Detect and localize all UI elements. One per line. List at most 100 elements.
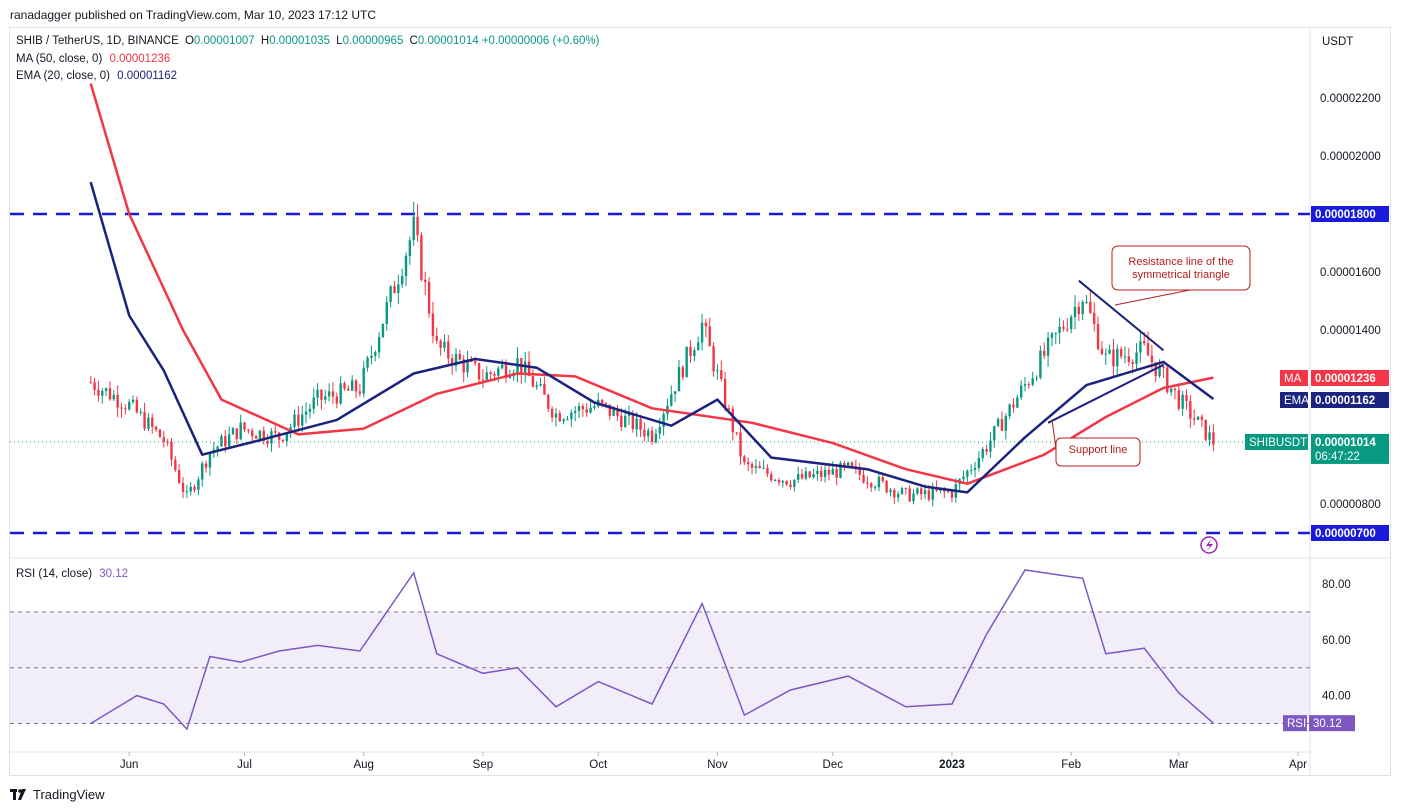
candle-body bbox=[431, 313, 435, 336]
candle-body bbox=[1096, 323, 1100, 350]
candle-body bbox=[1196, 416, 1200, 420]
candle-body bbox=[350, 380, 354, 391]
candle-body bbox=[531, 376, 535, 387]
ma-legend[interactable]: MA (50, close, 0) 0.00001236 bbox=[16, 53, 170, 65]
candle-body bbox=[101, 391, 104, 396]
candle-body bbox=[185, 491, 189, 493]
candle-body bbox=[1077, 306, 1081, 315]
candle-body bbox=[770, 474, 773, 481]
rsi-legend[interactable]: RSI (14, close) 30.12 bbox=[16, 568, 128, 580]
ema-legend-value: 0.00001162 bbox=[117, 70, 178, 82]
candle-body bbox=[427, 281, 431, 314]
candle-body bbox=[658, 426, 661, 434]
publisher-line: ranadagger published on TradingView.com,… bbox=[10, 8, 377, 22]
rsi-tick-label: 40.00 bbox=[1322, 691, 1351, 703]
candle-body bbox=[962, 476, 965, 480]
candle-body bbox=[1008, 404, 1011, 417]
candle-body bbox=[485, 372, 488, 380]
candle-body bbox=[450, 358, 454, 366]
candle-body bbox=[754, 465, 758, 468]
candle-body bbox=[104, 388, 108, 392]
candle-body bbox=[400, 276, 404, 285]
candle-body bbox=[616, 409, 619, 416]
candle-body bbox=[831, 469, 834, 475]
candle-body bbox=[416, 216, 419, 236]
level-price-label: 0.00001800 bbox=[1315, 209, 1376, 221]
x-tick-label: Oct bbox=[589, 759, 608, 771]
candle-body bbox=[1027, 384, 1031, 386]
rsi-legend-label: RSI (14, close) bbox=[16, 568, 93, 580]
candle-body bbox=[685, 346, 688, 378]
annotation-pointer bbox=[1114, 289, 1191, 306]
candle-body bbox=[247, 429, 250, 431]
candle-body bbox=[750, 464, 754, 468]
candle-body bbox=[1073, 306, 1077, 317]
candle-body bbox=[593, 406, 596, 408]
candle-body bbox=[835, 469, 838, 478]
ema-price-value-badge bbox=[1311, 392, 1389, 408]
candle-body bbox=[600, 399, 604, 403]
candle-body bbox=[946, 491, 950, 493]
candle-body bbox=[697, 342, 700, 351]
x-tick-label: Apr bbox=[1289, 759, 1307, 771]
candle-body bbox=[1023, 384, 1027, 386]
candle-body bbox=[158, 429, 162, 438]
candle-body bbox=[1200, 416, 1204, 420]
candle-body bbox=[1185, 394, 1188, 401]
candle-body bbox=[1208, 432, 1211, 440]
candle-body bbox=[224, 436, 227, 447]
candle-body bbox=[362, 367, 365, 394]
candle-body bbox=[1143, 341, 1146, 344]
candle-body bbox=[623, 416, 627, 428]
candle-body bbox=[508, 376, 512, 378]
candle-body bbox=[251, 430, 254, 437]
candle-body bbox=[404, 255, 408, 277]
candle-body bbox=[1066, 328, 1069, 330]
candle-body bbox=[554, 413, 558, 418]
candle-body bbox=[1166, 367, 1169, 393]
x-tick-label: Mar bbox=[1169, 759, 1189, 771]
ema-legend[interactable]: EMA (20, close, 0) 0.00001162 bbox=[16, 70, 177, 82]
candle-body bbox=[143, 411, 146, 429]
candle-body bbox=[297, 414, 300, 426]
candle-body bbox=[112, 394, 116, 400]
candle-body bbox=[462, 359, 465, 373]
y-tick-label: 0.00000800 bbox=[1320, 499, 1381, 511]
candle-body bbox=[547, 394, 550, 409]
change-value: +0.00000006 (+0.60%) bbox=[481, 35, 600, 47]
candle-body bbox=[177, 469, 181, 483]
candle-body bbox=[923, 490, 927, 495]
bar-countdown: 06:47:22 bbox=[1315, 451, 1360, 463]
candle-body bbox=[808, 471, 811, 478]
ma-price-label: MA bbox=[1284, 373, 1302, 385]
candle-body bbox=[254, 436, 258, 439]
candle-body bbox=[454, 353, 458, 366]
symbol-label[interactable]: SHIB / TetherUS, 1D, BINANCE bbox=[16, 35, 179, 47]
candle-body bbox=[620, 415, 623, 428]
candle-body bbox=[1104, 353, 1107, 355]
candle-body bbox=[497, 368, 500, 376]
candle-body bbox=[1004, 416, 1007, 431]
candle-body bbox=[435, 335, 438, 341]
candle-body bbox=[766, 467, 769, 475]
candle-body bbox=[1119, 349, 1123, 357]
candle-body bbox=[147, 417, 150, 429]
candle-body bbox=[266, 440, 269, 444]
candle-body bbox=[823, 469, 827, 477]
candle-body bbox=[647, 430, 650, 437]
candle-body bbox=[862, 474, 865, 483]
candle-body bbox=[873, 487, 877, 489]
candle-body bbox=[208, 452, 212, 468]
candle-body bbox=[793, 479, 796, 488]
candle-body bbox=[301, 414, 304, 426]
candle-body bbox=[504, 364, 508, 378]
candle-body bbox=[581, 405, 585, 410]
candle-body bbox=[931, 487, 934, 500]
candle-body bbox=[239, 422, 242, 440]
candle-body bbox=[904, 488, 908, 490]
y-tick-label: 0.00002000 bbox=[1320, 151, 1381, 163]
footer-brand[interactable]: TradingView bbox=[10, 787, 105, 802]
candle-body bbox=[258, 430, 262, 439]
x-tick-label: Jul bbox=[237, 759, 252, 771]
